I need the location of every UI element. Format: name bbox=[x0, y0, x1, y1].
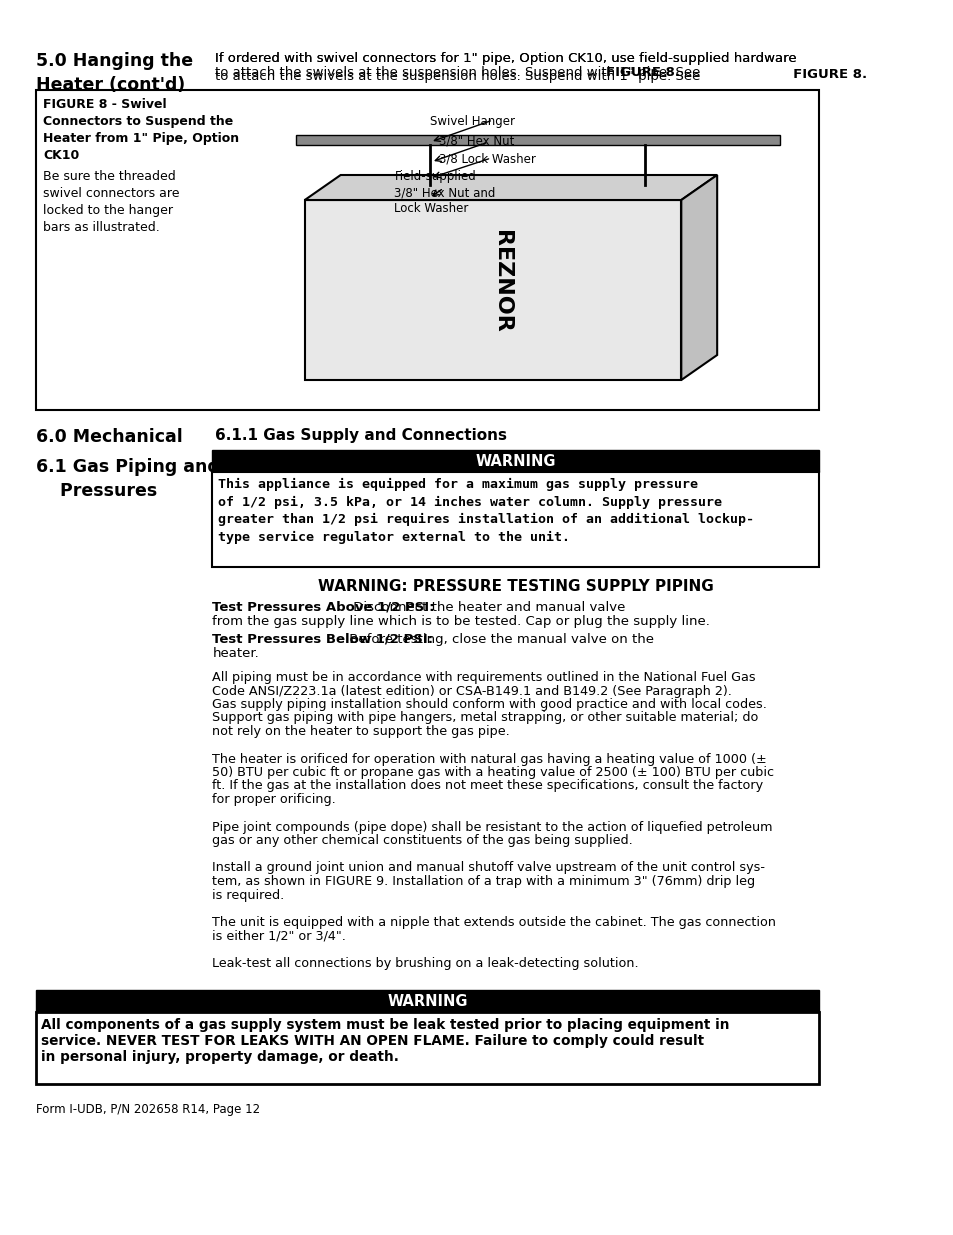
Text: FIGURE 8.: FIGURE 8. bbox=[215, 68, 866, 82]
Bar bbox=[36, 90, 819, 410]
Bar bbox=[304, 200, 680, 380]
Bar bbox=[213, 472, 819, 567]
Text: Disconnect the heater and manual valve: Disconnect the heater and manual valve bbox=[349, 601, 624, 614]
Text: FIGURE 8 - Swivel
Connectors to Suspend the
Heater from 1" Pipe, Option
CK10: FIGURE 8 - Swivel Connectors to Suspend … bbox=[43, 98, 239, 162]
Text: Leak-test all connections by brushing on a leak-detecting solution.: Leak-test all connections by brushing on… bbox=[213, 957, 639, 969]
Text: WARNING: WARNING bbox=[475, 454, 556, 469]
Text: in personal injury, property damage, or death.: in personal injury, property damage, or … bbox=[41, 1051, 398, 1065]
Text: tem, as shown in FIGURE 9. Installation of a trap with a minimum 3" (76mm) drip : tem, as shown in FIGURE 9. Installation … bbox=[213, 876, 755, 888]
Bar bbox=[213, 450, 819, 472]
Text: Install a ground joint union and manual shutoff valve upstream of the unit contr: Install a ground joint union and manual … bbox=[213, 862, 764, 874]
Text: gas or any other chemical constituents of the gas being supplied.: gas or any other chemical constituents o… bbox=[213, 834, 633, 847]
Text: Gas supply piping installation should conform with good practice and with local : Gas supply piping installation should co… bbox=[213, 698, 766, 711]
Text: REZNOR: REZNOR bbox=[492, 230, 512, 332]
Text: Test Pressures Below 1/2 PSI:: Test Pressures Below 1/2 PSI: bbox=[213, 634, 433, 646]
Bar bbox=[638, 180, 652, 188]
Text: 3/8 Lock Washer: 3/8 Lock Washer bbox=[438, 152, 536, 165]
Bar bbox=[423, 180, 437, 188]
Text: 6.1.1 Gas Supply and Connections: 6.1.1 Gas Supply and Connections bbox=[215, 429, 507, 443]
Text: is required.: is required. bbox=[213, 888, 284, 902]
Text: Swivel Hanger: Swivel Hanger bbox=[430, 115, 515, 128]
Text: Code ANSI/Z223.1a (latest edition) or CSA-B149.1 and B149.2 (See Paragraph 2).: Code ANSI/Z223.1a (latest edition) or CS… bbox=[213, 684, 732, 698]
Polygon shape bbox=[680, 175, 717, 380]
Text: from the gas supply line which is to be tested. Cap or plug the supply line.: from the gas supply line which is to be … bbox=[213, 615, 710, 629]
Text: 3/8" Hex Nut: 3/8" Hex Nut bbox=[438, 135, 514, 148]
Text: 50) BTU per cubic ft or propane gas with a heating value of 2500 (± 100) BTU per: 50) BTU per cubic ft or propane gas with… bbox=[213, 766, 774, 779]
Polygon shape bbox=[304, 175, 717, 200]
Text: ft. If the gas at the installation does not meet these specifications, consult t: ft. If the gas at the installation does … bbox=[213, 779, 762, 793]
Text: If ordered with swivel connectors for 1" pipe, Option CK10, use field-supplied h: If ordered with swivel connectors for 1"… bbox=[215, 52, 796, 83]
Text: Support gas piping with pipe hangers, metal strapping, or other suitable materia: Support gas piping with pipe hangers, me… bbox=[213, 711, 758, 725]
Text: All piping must be in accordance with requirements outlined in the National Fuel: All piping must be in accordance with re… bbox=[213, 671, 756, 684]
Bar bbox=[295, 135, 780, 144]
Text: Test Pressures Above 1/2 PSI:: Test Pressures Above 1/2 PSI: bbox=[213, 601, 435, 614]
Text: All components of a gas supply system must be leak tested prior to placing equip: All components of a gas supply system mu… bbox=[41, 1019, 729, 1032]
Bar bbox=[36, 1011, 819, 1083]
Text: Pipe joint compounds (pipe dope) shall be resistant to the action of liquefied p: Pipe joint compounds (pipe dope) shall b… bbox=[213, 820, 772, 834]
Text: This appliance is equipped for a maximum gas supply pressure
of 1/2 psi, 3.5 kPa: This appliance is equipped for a maximum… bbox=[217, 478, 753, 543]
Text: 6.1 Gas Piping and
    Pressures: 6.1 Gas Piping and Pressures bbox=[36, 458, 219, 500]
Text: 6.0 Mechanical: 6.0 Mechanical bbox=[36, 429, 182, 446]
Text: Field-supplied
3/8" Hex Nut and
Lock Washer: Field-supplied 3/8" Hex Nut and Lock Was… bbox=[394, 170, 496, 215]
Text: The heater is orificed for operation with natural gas having a heating value of : The heater is orificed for operation wit… bbox=[213, 752, 766, 766]
Text: not rely on the heater to support the gas pipe.: not rely on the heater to support the ga… bbox=[213, 725, 510, 739]
Text: Before testing, close the manual valve on the: Before testing, close the manual valve o… bbox=[345, 634, 654, 646]
Text: WARNING: PRESSURE TESTING SUPPLY PIPING: WARNING: PRESSURE TESTING SUPPLY PIPING bbox=[317, 579, 713, 594]
Text: service. NEVER TEST FOR LEAKS WITH AN OPEN FLAME. Failure to comply could result: service. NEVER TEST FOR LEAKS WITH AN OP… bbox=[41, 1035, 703, 1049]
Text: WARNING: WARNING bbox=[387, 993, 467, 1009]
Text: Be sure the threaded
swivel connectors are
locked to the hanger
bars as illustra: Be sure the threaded swivel connectors a… bbox=[43, 170, 179, 233]
Text: Form I-UDB, P/N 202658 R14, Page 12: Form I-UDB, P/N 202658 R14, Page 12 bbox=[36, 1104, 260, 1116]
Text: to attach the swivels at the suspension holes. Suspend with 1" pipe. See: to attach the swivels at the suspension … bbox=[215, 65, 704, 79]
Text: for proper orificing.: for proper orificing. bbox=[213, 793, 335, 806]
Text: 5.0 Hanging the
Heater (cont'd): 5.0 Hanging the Heater (cont'd) bbox=[36, 52, 193, 94]
Text: FIGURE 8.: FIGURE 8. bbox=[605, 65, 679, 79]
Text: If ordered with swivel connectors for 1" pipe, Option CK10, use field-supplied h: If ordered with swivel connectors for 1"… bbox=[215, 52, 796, 65]
Text: The unit is equipped with a nipple that extends outside the cabinet. The gas con: The unit is equipped with a nipple that … bbox=[213, 916, 776, 929]
Bar bbox=[36, 989, 819, 1011]
Text: is either 1/2" or 3/4".: is either 1/2" or 3/4". bbox=[213, 930, 346, 942]
Circle shape bbox=[424, 186, 436, 199]
Circle shape bbox=[639, 186, 650, 199]
Text: heater.: heater. bbox=[213, 647, 259, 659]
